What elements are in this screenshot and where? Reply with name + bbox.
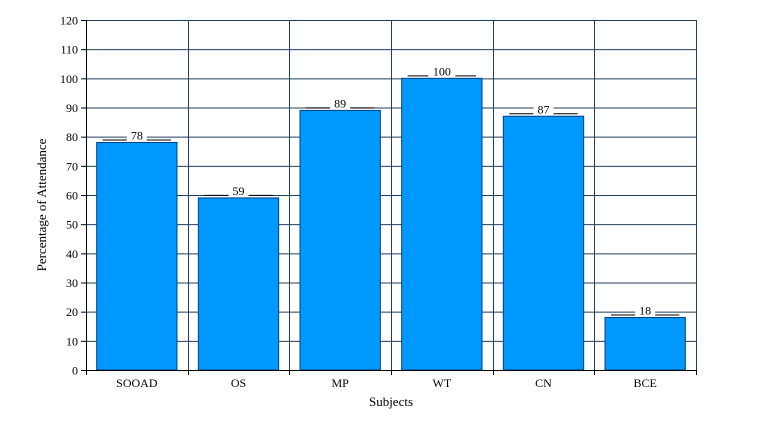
data-label-mp: 89 xyxy=(334,96,346,110)
data-label-background xyxy=(635,305,656,317)
y-tick-label: 90 xyxy=(66,101,78,115)
y-axis-title: Percentage of Attendance xyxy=(34,138,49,271)
x-tick-label-cn: CN xyxy=(535,376,552,390)
y-tick-label: 10 xyxy=(66,334,78,348)
y-tick-label: 40 xyxy=(66,247,78,261)
data-label-background xyxy=(228,185,249,197)
y-tick-label: 20 xyxy=(66,305,78,319)
y-tick-label: 100 xyxy=(60,72,78,86)
y-tick-label: 30 xyxy=(66,276,78,290)
data-label-background xyxy=(330,98,351,110)
bar-mp xyxy=(299,109,381,371)
data-label-bce: 18 xyxy=(639,304,651,318)
x-tick-label-wt: WT xyxy=(433,376,452,390)
axes xyxy=(81,20,697,375)
data-label-background xyxy=(533,104,554,116)
bar-bce xyxy=(604,317,686,371)
bar-sooad xyxy=(96,142,178,371)
bar-cn xyxy=(502,115,585,371)
data-label-os: 59 xyxy=(233,184,245,198)
y-tick-label: 0 xyxy=(72,364,78,378)
x-tick-label-bce: BCE xyxy=(633,376,656,390)
grid-lines xyxy=(86,20,697,370)
data-label-background xyxy=(428,66,456,78)
y-tick-label: 120 xyxy=(60,14,78,28)
data-label-wt: 100 xyxy=(433,64,451,78)
y-tick-label: 80 xyxy=(66,130,78,144)
bar-wt xyxy=(401,77,483,371)
data-label-sooad: 78 xyxy=(131,129,143,143)
bar-os xyxy=(197,197,280,371)
data-labels: 78 59 89 100 87 18 xyxy=(102,64,680,318)
y-tick-label: 50 xyxy=(66,218,78,232)
tick-labels: 0 10 20 30 40 50 60 70 80 90 100 110 120 SOOAD OS MP WT C… xyxy=(60,14,657,391)
x-tick-label-sooad: SOOAD xyxy=(116,376,158,390)
bars xyxy=(96,77,686,371)
data-label-cn: 87 xyxy=(538,102,550,116)
x-tick-label-mp: MP xyxy=(331,376,349,390)
data-label-background xyxy=(126,130,147,142)
x-tick-label-os: OS xyxy=(231,376,246,390)
y-tick-label: 70 xyxy=(66,159,78,173)
y-tick-label: 110 xyxy=(60,43,78,57)
y-tick-label: 60 xyxy=(66,189,78,203)
x-axis-title: Subjects xyxy=(369,394,413,409)
